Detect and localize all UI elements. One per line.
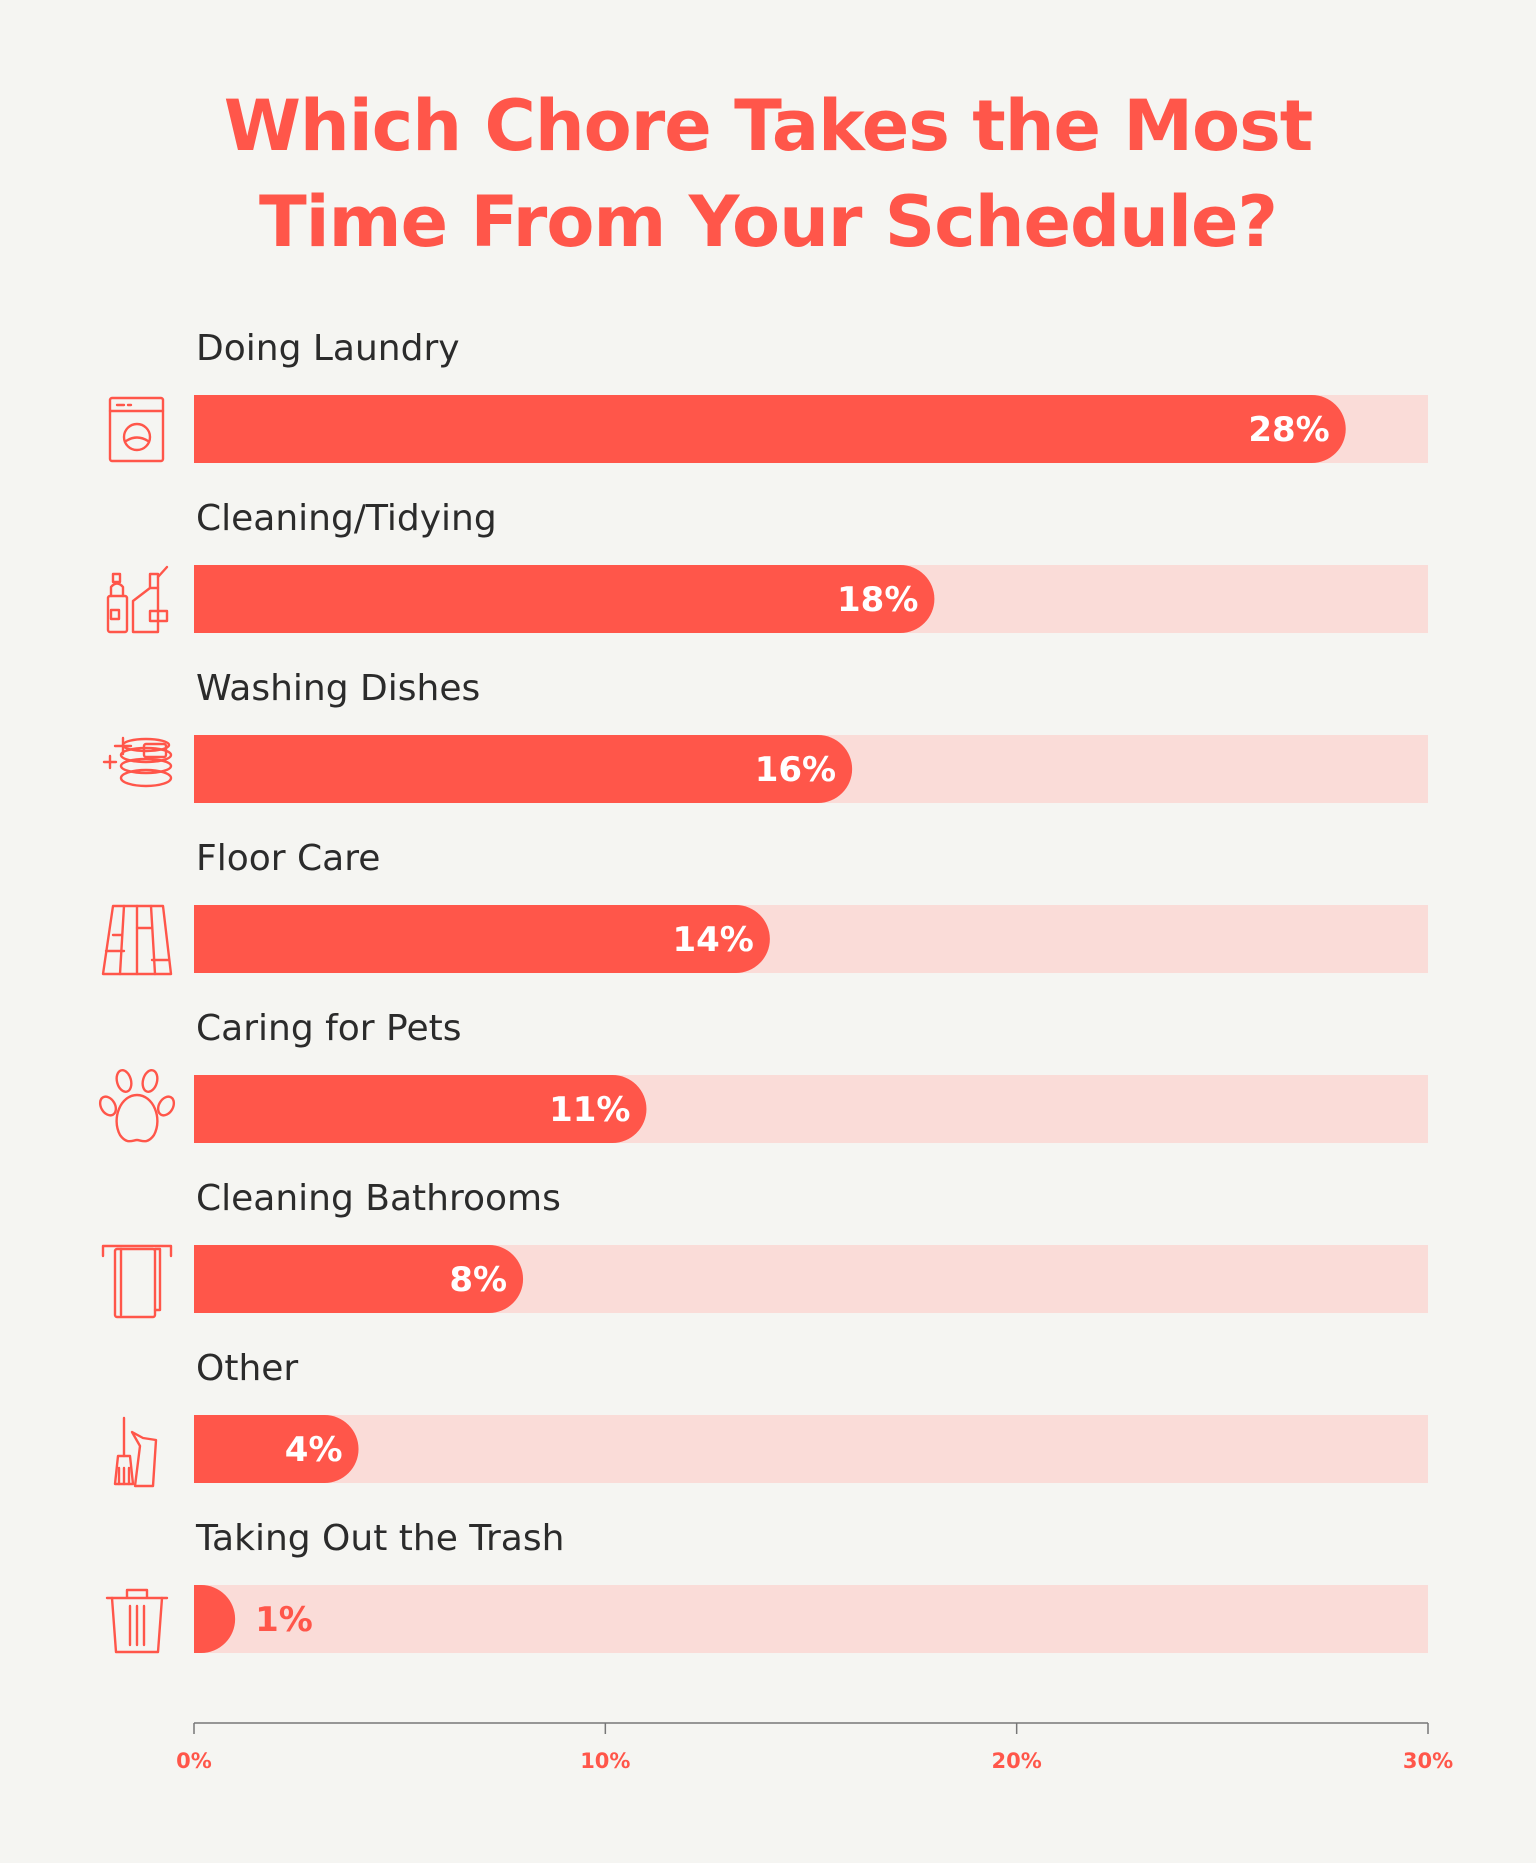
category-label: Floor Care: [196, 838, 380, 879]
value-label: 1%: [255, 1600, 313, 1640]
value-label: 4%: [285, 1430, 343, 1470]
x-tick-label: 30%: [1403, 1749, 1453, 1773]
bar: [194, 1585, 236, 1653]
bar: [194, 1415, 359, 1483]
category-label: Taking Out the Trash: [195, 1518, 564, 1559]
category-label: Washing Dishes: [196, 668, 480, 709]
x-tick-label: 10%: [580, 1749, 630, 1773]
bar: [194, 1245, 524, 1313]
value-label: 18%: [837, 580, 918, 620]
broom-dustpan-icon: [113, 1416, 158, 1488]
chart-title-line-1: Which Chore Takes the Most: [223, 85, 1314, 167]
chart-title-line-2: Time From Your Schedule?: [258, 181, 1278, 263]
chart-title: Which Chore Takes the Most Time From You…: [0, 78, 1536, 270]
value-label: 16%: [755, 750, 836, 790]
x-tick-label: 20%: [992, 1749, 1042, 1773]
bar-track: [194, 1415, 1428, 1483]
value-label: 14%: [672, 920, 753, 960]
bar: [194, 565, 935, 633]
bar: [194, 1075, 647, 1143]
value-label: 11%: [549, 1090, 630, 1130]
bar: [194, 735, 853, 803]
bar: [194, 905, 770, 973]
paw-print-icon: [98, 1069, 176, 1143]
x-tick-label: 0%: [176, 1749, 212, 1773]
category-label: Cleaning/Tidying: [196, 498, 497, 539]
value-label: 8%: [449, 1260, 507, 1300]
bar: [194, 395, 1346, 463]
sparkling-dishes-icon: [102, 736, 173, 788]
washing-machine-icon: [108, 396, 165, 463]
category-label: Caring for Pets: [196, 1008, 462, 1049]
value-label: 28%: [1248, 410, 1329, 450]
towel-rack-icon: [101, 1244, 173, 1319]
floor-boards-icon: [101, 904, 173, 976]
category-label: Other: [196, 1348, 298, 1389]
trash-can-icon: [105, 1588, 169, 1654]
category-label: Cleaning Bathrooms: [196, 1178, 561, 1219]
bar-track: [194, 1585, 1428, 1653]
cleaning-bottles-icon: [106, 565, 169, 634]
category-label: Doing Laundry: [196, 328, 460, 369]
